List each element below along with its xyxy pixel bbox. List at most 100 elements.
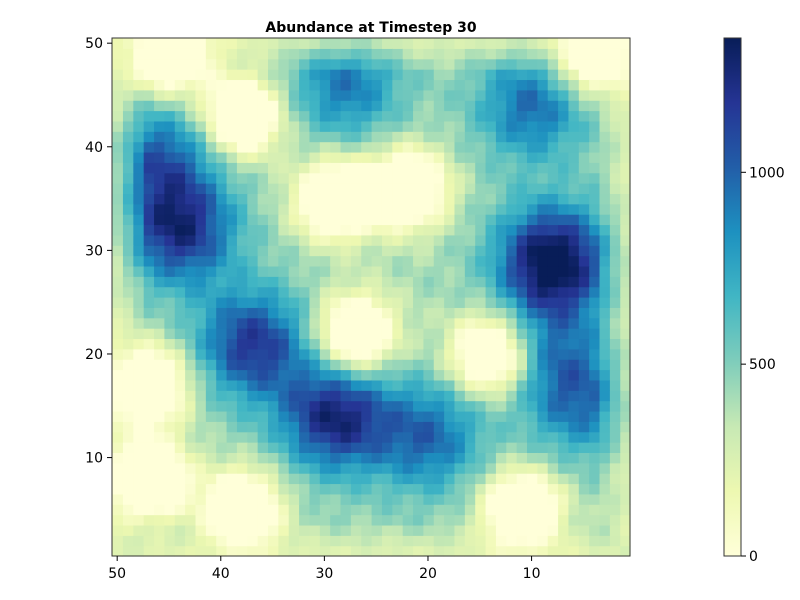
heatmap-cell — [516, 359, 527, 371]
heatmap-cell — [163, 38, 175, 49]
heatmap-cell — [174, 504, 186, 516]
heatmap-cell — [153, 69, 165, 81]
heatmap-cell — [609, 120, 621, 132]
heatmap-cell — [236, 58, 248, 70]
heatmap-cell — [381, 307, 393, 319]
heatmap-cell — [464, 255, 476, 267]
heatmap-cell — [163, 452, 175, 464]
heatmap-cell — [433, 255, 445, 267]
heatmap-cell — [112, 214, 123, 226]
heatmap-cell — [153, 224, 165, 236]
heatmap-cell — [516, 379, 527, 391]
heatmap-cell — [588, 421, 600, 433]
heatmap-cell — [516, 400, 527, 412]
heatmap-cell — [329, 493, 341, 505]
heatmap-cell — [495, 328, 507, 340]
heatmap-cell — [402, 276, 414, 288]
heatmap-cell — [319, 131, 331, 143]
heatmap-cell — [143, 79, 155, 91]
heatmap-cell — [205, 58, 217, 70]
heatmap-cell — [516, 473, 527, 485]
heatmap-cell — [505, 276, 517, 288]
heatmap-cell — [194, 100, 206, 112]
heatmap-cell — [443, 48, 455, 60]
heatmap-cell — [194, 265, 206, 277]
heatmap-cell — [174, 452, 186, 464]
heatmap-cell — [225, 369, 237, 381]
heatmap-cell — [391, 348, 403, 360]
heatmap-cell — [257, 431, 268, 443]
heatmap-cell — [536, 120, 548, 132]
heatmap-cell — [329, 317, 341, 329]
heatmap-cell — [143, 297, 155, 308]
heatmap-cell — [443, 286, 455, 298]
heatmap-cell — [598, 224, 610, 236]
heatmap-cell — [360, 48, 372, 60]
heatmap-cell — [298, 255, 310, 267]
heatmap-cell — [350, 431, 362, 443]
heatmap-cell — [205, 348, 217, 360]
heatmap-cell — [547, 89, 559, 101]
heatmap-cell — [578, 79, 590, 91]
heatmap-cell — [474, 307, 486, 319]
heatmap-cell — [422, 483, 434, 495]
heatmap-cell — [339, 89, 351, 101]
heatmap-cell — [132, 234, 144, 246]
heatmap-cell — [547, 410, 559, 422]
heatmap-cell — [143, 120, 155, 132]
heatmap-cell — [225, 203, 237, 215]
heatmap-cell — [433, 276, 445, 288]
heatmap-cell — [526, 276, 538, 288]
heatmap-cell — [257, 452, 268, 464]
heatmap-cell — [153, 48, 165, 60]
heatmap-cell — [246, 473, 258, 485]
heatmap-cell — [505, 58, 517, 70]
heatmap-cell — [422, 410, 434, 422]
heatmap-cell — [329, 38, 341, 49]
heatmap-cell — [163, 193, 175, 205]
heatmap-cell — [236, 524, 248, 536]
heatmap-cell — [132, 48, 144, 60]
heatmap-cell — [132, 431, 144, 443]
heatmap-cell — [422, 79, 434, 91]
heatmap-cell — [205, 379, 217, 391]
heatmap-cell — [205, 214, 217, 226]
heatmap-cell — [267, 410, 279, 422]
heatmap-cell — [153, 141, 165, 153]
heatmap-cell — [246, 172, 258, 184]
heatmap-cell — [609, 255, 621, 267]
heatmap-cell — [474, 245, 486, 257]
heatmap-cell — [453, 504, 465, 516]
heatmap-cell — [184, 255, 196, 267]
heatmap-cell — [609, 141, 621, 153]
heatmap-cell — [215, 369, 227, 381]
heatmap-cell — [505, 545, 517, 557]
heatmap-cell — [443, 224, 455, 236]
heatmap-cell — [236, 297, 248, 308]
heatmap-cell — [205, 162, 217, 174]
heatmap-cell — [225, 255, 237, 267]
heatmap-cell — [236, 379, 248, 391]
heatmap-cell — [391, 462, 403, 474]
heatmap-cell — [132, 100, 144, 112]
heatmap-cell — [598, 421, 610, 433]
heatmap-cell — [205, 38, 217, 49]
heatmap-cell — [184, 442, 196, 453]
heatmap-cell — [495, 245, 507, 257]
heatmap-cell — [474, 141, 486, 153]
heatmap-cell — [567, 151, 579, 163]
heatmap-cell — [319, 493, 331, 505]
heatmap-cell — [246, 421, 258, 433]
heatmap-cell — [619, 183, 631, 194]
heatmap-cell — [112, 307, 123, 319]
heatmap-cell — [505, 535, 517, 547]
heatmap-cell — [122, 162, 134, 174]
heatmap-cell — [412, 48, 424, 60]
heatmap-cell — [391, 141, 403, 153]
heatmap-cell — [267, 390, 279, 402]
heatmap-cell — [225, 245, 237, 257]
heatmap-cell — [236, 410, 248, 422]
heatmap-cell — [308, 276, 320, 288]
heatmap-cell — [526, 328, 538, 340]
